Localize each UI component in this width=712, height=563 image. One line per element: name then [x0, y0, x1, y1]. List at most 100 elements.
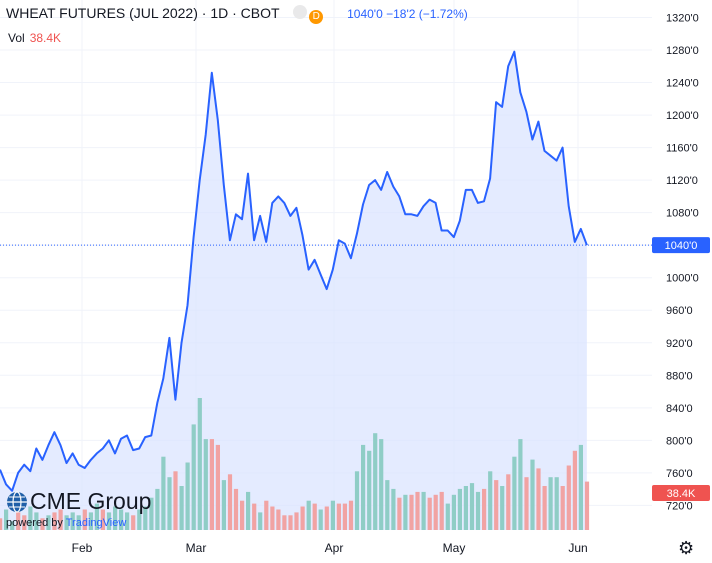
price-area: [0, 51, 587, 530]
x-tick-label: May: [443, 541, 466, 555]
volume-bar: [578, 444, 583, 530]
volume-bar: [34, 512, 39, 530]
volume-bar: [0, 518, 3, 530]
x-tick-label: Apr: [325, 541, 344, 555]
volume-bar: [403, 494, 408, 530]
y-tick-label: 1320'0: [666, 13, 699, 25]
x-tick-label: Feb: [72, 541, 93, 555]
volume-bar: [221, 480, 226, 530]
volume-bar: [125, 512, 130, 530]
volume-bar: [64, 515, 69, 530]
chart-header: WHEAT FUTURES (JUL 2022) · 1D · CBOT D 1…: [6, 5, 468, 24]
volume-bar: [536, 468, 541, 530]
volume-bar: [506, 474, 511, 530]
gear-icon[interactable]: ⚙: [678, 538, 695, 558]
volume-bar: [530, 459, 535, 530]
volume-bar: [312, 503, 317, 530]
volume-bar: [264, 500, 269, 530]
symbol-title: WHEAT FUTURES (JUL 2022) · 1D · CBOT: [6, 5, 280, 22]
y-tick-label: 920'0: [666, 338, 693, 350]
tradingview-link[interactable]: TradingView: [65, 517, 127, 529]
y-tick-label: 1240'0: [666, 78, 699, 90]
volume-bar: [46, 515, 51, 530]
volume-bar: [500, 486, 505, 530]
volume-bar: [354, 471, 360, 530]
volume-bar: [173, 471, 178, 530]
y-tick-label: 760'0: [666, 468, 693, 480]
volume-bar: [324, 506, 329, 530]
volume-bar: [94, 503, 99, 530]
volume-bar: [379, 439, 384, 530]
volume-bar: [300, 506, 305, 530]
volume-bar: [40, 518, 45, 530]
volume-bar: [100, 509, 105, 530]
volume-bar: [342, 503, 347, 530]
price-line: [0, 50, 588, 492]
volume-bar: [191, 424, 196, 530]
volume-bar: [488, 471, 493, 530]
volume-bar: [361, 444, 366, 530]
volume-bar: [70, 512, 75, 530]
volume-bar: [161, 456, 166, 530]
volume-bar: [52, 512, 57, 530]
volume-bar: [28, 506, 33, 530]
volume-bar: [306, 500, 311, 530]
y-tick-label: 840'0: [666, 403, 693, 415]
volume-bar: [76, 515, 81, 530]
volume-bar: [233, 488, 239, 530]
y-tick-label: 1120'0: [666, 175, 698, 187]
volume-bar: [463, 486, 468, 530]
y-tick-label: 720'0: [666, 500, 693, 512]
globe-icon: [7, 490, 27, 513]
y-tick-label: 1200'0: [666, 110, 699, 122]
volume-bar: [197, 398, 202, 530]
volume-bar: [185, 462, 190, 530]
volume-bar: [167, 477, 172, 530]
volume-bar: [209, 439, 214, 530]
volume-bar: [385, 480, 390, 530]
volume-bar: [518, 439, 523, 530]
volume-bar: [119, 509, 124, 530]
volume-bar: [276, 509, 281, 530]
volume-bar: [367, 450, 372, 530]
status-dot-icon: [293, 5, 308, 19]
status-indicators: D: [293, 5, 325, 24]
volume-bar: [252, 503, 257, 530]
status-letter-badge: D: [309, 10, 324, 24]
x-tick-label: Jun: [568, 541, 587, 555]
volume-bar: [288, 515, 293, 530]
volume-value: 38.4K: [29, 31, 62, 45]
volume-bar: [22, 515, 27, 530]
volume-badge-label: 38.4K: [667, 488, 696, 500]
cme-logo: CME Group powered by TradingView: [6, 488, 151, 529]
volume-bar: [258, 512, 263, 530]
volume-bar: [137, 509, 142, 530]
last-price-badge: [652, 237, 710, 254]
volume-bar: [475, 491, 481, 530]
cme-name: CME Group: [30, 488, 152, 514]
y-tick-label: 800'0: [666, 435, 693, 447]
volume-bar: [451, 494, 456, 530]
volume-bar: [373, 433, 378, 530]
volume-bar: [584, 481, 590, 530]
volume-bar: [282, 515, 287, 530]
volume-bar: [113, 506, 118, 530]
volume-bar: [336, 503, 341, 530]
volume-bar: [155, 488, 160, 530]
powered-by[interactable]: powered by TradingView: [6, 517, 127, 529]
volume-bar: [330, 500, 335, 530]
volume-bar: [566, 465, 571, 530]
volume-label: Vol: [8, 31, 25, 45]
y-tick-label: 880'0: [666, 370, 693, 382]
volume-bar: [58, 509, 63, 530]
y-tick-label: 960'0: [666, 305, 693, 317]
volume-bar: [427, 497, 432, 530]
volume-bar: [143, 506, 148, 530]
volume-bar: [131, 515, 136, 530]
volume-bar: [149, 497, 154, 530]
y-tick-label: 1000'0: [666, 273, 699, 285]
volume-bar: [240, 500, 245, 530]
last-price-label: 1040'0: [665, 240, 698, 252]
volume-bar: [439, 491, 444, 530]
